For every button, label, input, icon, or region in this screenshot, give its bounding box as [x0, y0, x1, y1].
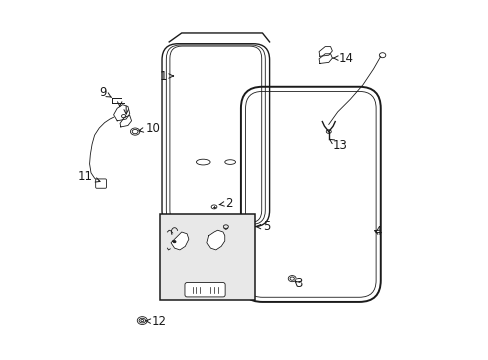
Text: 6: 6	[163, 254, 175, 271]
Polygon shape	[319, 46, 332, 56]
FancyBboxPatch shape	[96, 179, 106, 188]
Text: 10: 10	[139, 122, 161, 135]
Polygon shape	[319, 54, 332, 63]
Ellipse shape	[196, 159, 210, 165]
Polygon shape	[206, 230, 224, 250]
Ellipse shape	[173, 240, 176, 243]
Text: 13: 13	[329, 139, 346, 152]
Ellipse shape	[137, 317, 147, 324]
Text: 1: 1	[160, 69, 173, 82]
FancyBboxPatch shape	[160, 214, 255, 300]
Polygon shape	[113, 105, 129, 121]
Ellipse shape	[224, 160, 235, 165]
Text: 2: 2	[219, 197, 232, 210]
Text: 8: 8	[206, 283, 219, 296]
Ellipse shape	[130, 128, 140, 135]
Text: 14: 14	[332, 51, 353, 64]
Text: 9: 9	[99, 86, 111, 99]
Text: 12: 12	[145, 315, 166, 328]
Text: 11: 11	[78, 170, 100, 183]
Text: 7: 7	[218, 254, 230, 271]
Text: 4: 4	[373, 225, 381, 238]
FancyBboxPatch shape	[184, 283, 224, 297]
Polygon shape	[171, 232, 188, 250]
Text: 5: 5	[256, 220, 270, 233]
Polygon shape	[120, 116, 131, 127]
Text: 3: 3	[294, 278, 302, 291]
